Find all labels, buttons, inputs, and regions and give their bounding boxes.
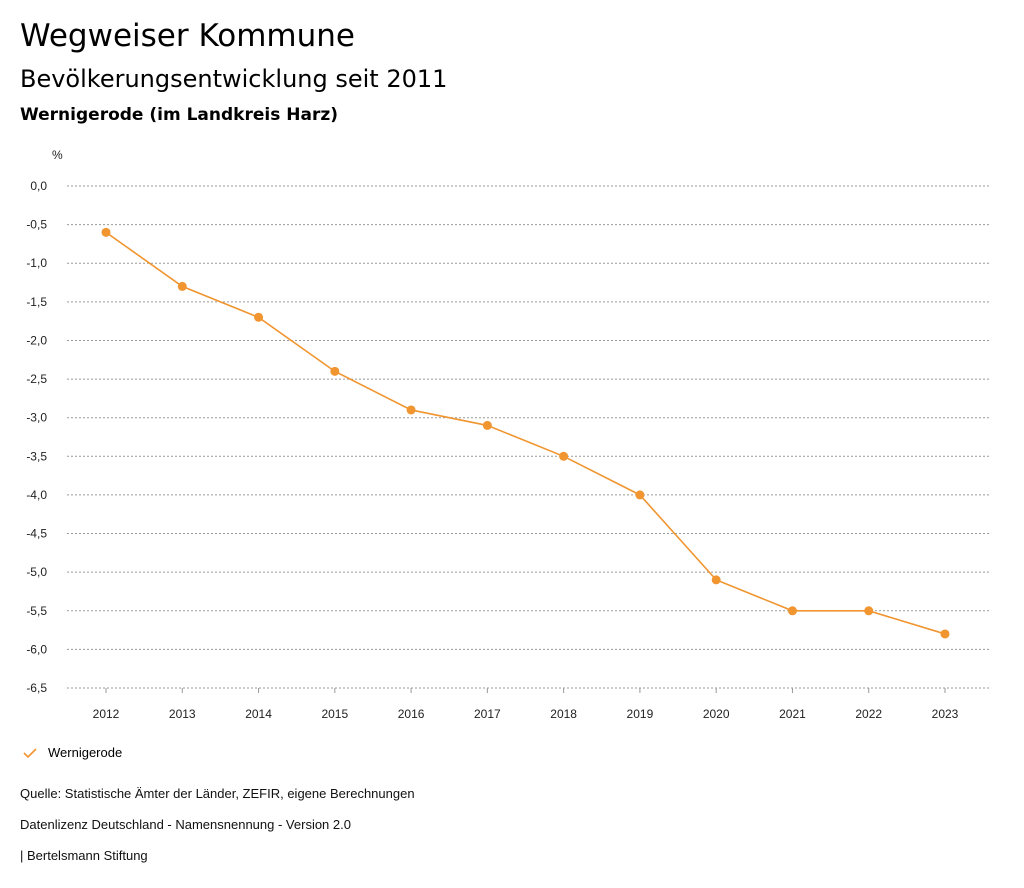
data-point-2015[interactable]: [330, 366, 340, 376]
y-tick-label: -3,0: [26, 411, 47, 425]
y-tick-label: -1,5: [26, 295, 47, 309]
series-line-wernigerode: [105, 231, 946, 635]
data-point-2012[interactable]: [101, 227, 111, 237]
data-point-2019[interactable]: [635, 490, 645, 500]
x-tick-label: 2019: [627, 707, 654, 721]
y-tick-label: -0,5: [26, 218, 47, 232]
data-point-2021[interactable]: [787, 606, 797, 616]
data-point-2013[interactable]: [177, 281, 187, 291]
data-point-2022[interactable]: [864, 606, 874, 616]
y-tick-label: -4,0: [26, 488, 47, 502]
license-note: Datenlizenz Deutschland - Namensnennung …: [20, 817, 351, 832]
data-point-2014[interactable]: [254, 312, 264, 322]
x-tick-label: 2023: [932, 707, 959, 721]
y-tick-label: -5,5: [26, 604, 47, 618]
chart-subtitle: Bevölkerungsentwicklung seit 2011: [20, 65, 448, 93]
check-icon: [23, 747, 37, 758]
data-point-2016[interactable]: [406, 405, 416, 415]
x-tick-label: 2017: [474, 707, 501, 721]
y-axis-label: %: [52, 148, 63, 162]
x-tick-label: 2020: [703, 707, 730, 721]
y-tick-label: -6,5: [26, 681, 47, 695]
legend-label: Wernigerode: [48, 745, 123, 760]
source-note: Quelle: Statistische Ämter der Länder, Z…: [20, 786, 415, 801]
x-tick-label: 2013: [169, 707, 196, 721]
region-title: Wernigerode (im Landkreis Harz): [20, 105, 339, 125]
y-tick-label: -3,5: [26, 449, 47, 463]
x-tick-label: 2018: [550, 707, 577, 721]
y-tick-label: 0,0: [30, 179, 47, 193]
x-tick-label: 2022: [855, 707, 882, 721]
y-tick-label: -2,0: [26, 333, 47, 347]
y-tick-label: -2,5: [26, 372, 47, 386]
y-tick-label: -5,0: [26, 565, 47, 579]
publisher-note: | Bertelsmann Stiftung: [20, 848, 148, 863]
y-tick-label: -1,0: [26, 256, 47, 270]
legend-item-wernigerode[interactable]: Wernigerode: [22, 745, 122, 760]
data-point-2023[interactable]: [940, 629, 950, 639]
data-point-2018[interactable]: [559, 451, 569, 461]
x-tick-label: 2016: [398, 707, 425, 721]
x-tick-label: 2015: [321, 707, 348, 721]
x-tick-label: 2012: [93, 707, 120, 721]
x-tick-label: 2014: [245, 707, 272, 721]
data-point-2017[interactable]: [482, 420, 492, 430]
page-title: Wegweiser Kommune: [20, 18, 355, 54]
y-tick-label: -4,5: [26, 527, 47, 541]
data-point-2020[interactable]: [711, 575, 721, 585]
y-tick-label: -6,0: [26, 642, 47, 656]
x-tick-label: 2021: [779, 707, 806, 721]
